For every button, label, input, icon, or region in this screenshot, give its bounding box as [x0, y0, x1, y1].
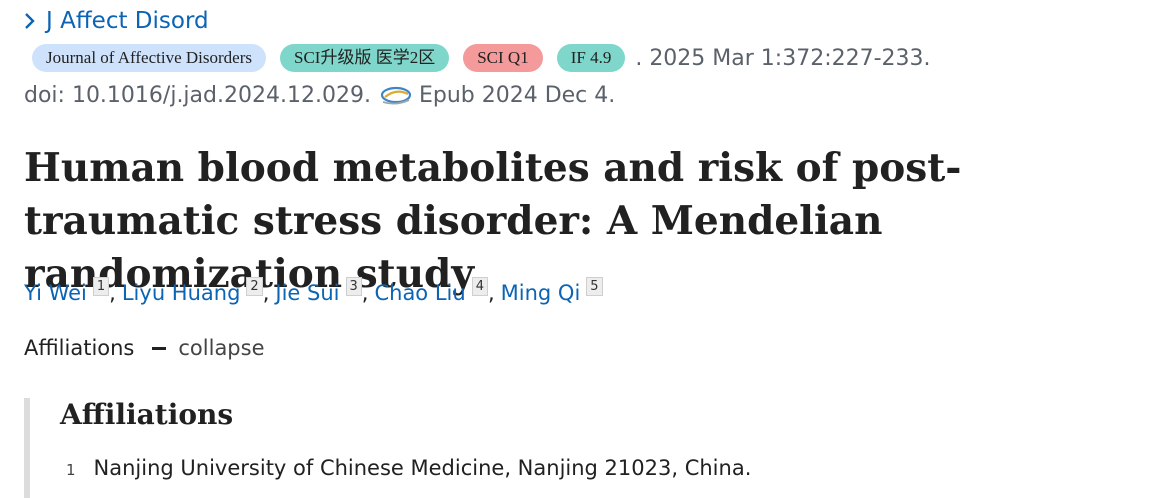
epub-date: Epub 2024 Dec 4.	[418, 83, 616, 108]
journal-badge[interactable]: Journal of Affective Disorders	[32, 44, 266, 72]
affiliation-number[interactable]: 4	[471, 276, 488, 296]
journal-link[interactable]: J Affect Disord	[24, 8, 209, 34]
affiliation-number[interactable]: 1	[92, 276, 110, 296]
epub-swirl-icon	[380, 86, 412, 104]
affiliation-item-text: Nanjing University of Chinese Medicine, …	[93, 456, 752, 480]
article-title: Human blood metabolites and risk of post…	[24, 145, 962, 297]
author-link[interactable]: Jie Sui	[275, 281, 340, 305]
author-link[interactable]: Chao Liu	[374, 281, 466, 305]
affiliation-item-number: 1	[66, 461, 76, 479]
affiliations-label: Affiliations	[24, 336, 135, 360]
journal-name: J Affect Disord	[46, 8, 209, 34]
collapse-button[interactable]: collapse	[178, 336, 265, 360]
author-link[interactable]: Liyu Huang	[121, 281, 241, 305]
badge-row: Journal of Affective Disorders SCI升级版 医学…	[32, 44, 931, 72]
author-link[interactable]: Ming Qi	[500, 281, 581, 305]
affiliations-heading: Affiliations	[60, 398, 234, 431]
publication-date: . 2025 Mar 1:372:227-233.	[635, 45, 931, 71]
quartile-badge[interactable]: SCI Q1	[463, 44, 543, 72]
chevron-right-icon	[25, 13, 35, 29]
affiliations-panel: Affiliations 1 Nanjing University of Chi…	[24, 398, 1150, 498]
affiliation-number[interactable]: 5	[586, 276, 603, 296]
doi-row: doi: 10.1016/j.jad.2024.12.029. Epub 202…	[24, 83, 615, 108]
ranking-badge[interactable]: SCI升级版 医学2区	[280, 44, 450, 72]
impact-factor-badge[interactable]: IF 4.9	[556, 44, 626, 72]
affiliation-number[interactable]: 3	[345, 276, 362, 296]
affiliation-number[interactable]: 2	[246, 276, 263, 296]
author-list: Yi Wei 1, Liyu Huang 2, Jie Sui 3, Chao …	[24, 276, 603, 305]
affiliations-toggle[interactable]: Affiliations collapse	[24, 336, 265, 360]
author-link[interactable]: Yi Wei	[24, 281, 87, 305]
affiliation-item: 1 Nanjing University of Chinese Medicine…	[66, 456, 751, 480]
doi-text: doi: 10.1016/j.jad.2024.12.029.	[24, 83, 371, 108]
minus-icon	[152, 346, 167, 350]
